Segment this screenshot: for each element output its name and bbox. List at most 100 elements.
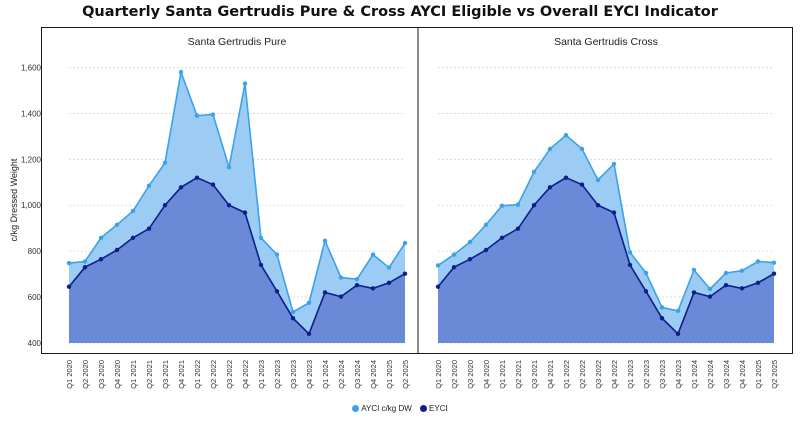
- ayci-point: [290, 309, 296, 315]
- x-tick-label: Q2 2021: [514, 360, 523, 389]
- x-tick-label: Q1 2022: [193, 360, 202, 389]
- x-tick-label: Q2 2024: [337, 360, 346, 389]
- y-tick-label: 800: [28, 247, 42, 256]
- x-tick-label: Q1 2022: [562, 360, 571, 389]
- eyci-point: [707, 294, 713, 299]
- eyci-point: [194, 175, 200, 180]
- ayci-point: [162, 160, 168, 165]
- ayci-point: [435, 263, 441, 268]
- y-tick-label: 1,600: [21, 63, 42, 72]
- eyci-point: [210, 182, 216, 187]
- ayci-point: [611, 161, 617, 167]
- legend-eyci-marker: [420, 405, 428, 412]
- legend-ayci-marker: [352, 405, 360, 412]
- eyci-point: [659, 316, 665, 321]
- ayci-point: [226, 165, 232, 170]
- ayci-point: [370, 252, 376, 257]
- y-tick-label: 400: [28, 339, 42, 348]
- ayci-point: [274, 252, 280, 257]
- eyci-point: [595, 203, 601, 208]
- eyci-line: [68, 176, 406, 336]
- x-tick-label: Q3 2020: [97, 360, 106, 389]
- x-tick-label: Q4 2022: [241, 360, 250, 389]
- ayci-point: [178, 69, 184, 75]
- eyci-point: [467, 256, 473, 262]
- eyci-point: [499, 235, 505, 241]
- ayci-point: [723, 270, 729, 276]
- y-tick-label: 1,200: [21, 155, 42, 164]
- eyci-point: [563, 175, 569, 180]
- eyci-point: [258, 262, 264, 268]
- ayci-point: [643, 270, 649, 276]
- chart-frame: [41, 27, 793, 354]
- ayci-point: [194, 113, 200, 118]
- x-tick-label: Q1 2020: [434, 360, 443, 389]
- eyci-point: [114, 247, 120, 253]
- ayci-point: [755, 259, 761, 264]
- x-tick-label: Q4 2024: [738, 360, 747, 389]
- panel-cross: Santa Gertrudis Cross Q1 2020 Q2 2020 Q3 20…: [434, 36, 779, 389]
- x-tick-label: Q1 2025: [754, 360, 763, 389]
- ayci-point: [114, 222, 120, 227]
- x-tick-label: Q1 2023: [257, 360, 266, 389]
- ayci-point: [595, 177, 601, 183]
- y-tick-label: 1,000: [21, 201, 42, 210]
- eyci-point: [130, 235, 136, 241]
- ayci-line: [68, 69, 406, 314]
- eyci-point: [290, 316, 296, 321]
- x-tick-label: Q3 2024: [353, 360, 362, 389]
- ayci-point: [354, 276, 360, 282]
- x-tick-label: Q4 2020: [113, 360, 122, 389]
- ayci-point: [210, 112, 216, 117]
- x-tick-label: Q2 2020: [450, 360, 459, 389]
- eyci-area: [69, 177, 405, 343]
- x-tick-label: Q3 2020: [466, 360, 475, 389]
- x-tick-label: Q2 2021: [145, 360, 154, 389]
- x-tick-label: Q3 2021: [530, 360, 539, 389]
- x-tick-label: Q4 2021: [546, 360, 555, 389]
- eyci-point: [643, 289, 649, 294]
- legend-item-ayci[interactable]: AYCI c/kg DW: [352, 404, 412, 413]
- eyci-point: [82, 265, 88, 270]
- eyci-point: [691, 290, 697, 295]
- ayci-point: [499, 203, 505, 208]
- x-tick-label: Q3 2022: [225, 360, 234, 389]
- x-tick-label: Q2 2023: [273, 360, 282, 389]
- ayci-point: [627, 250, 633, 255]
- ayci-point: [130, 208, 136, 214]
- ayci-point: [563, 133, 569, 138]
- x-tick-label: Q3 2023: [289, 360, 298, 389]
- ayci-point: [451, 252, 457, 257]
- eyci-line: [437, 176, 775, 336]
- x-tick-label: Q2 2022: [578, 360, 587, 389]
- eyci-point: [226, 203, 232, 208]
- ayci-point: [675, 308, 681, 314]
- legend: AYCI c/kg DW EYCI: [0, 404, 800, 413]
- x-tick-label: Q1 2020: [65, 360, 74, 389]
- ayci-point: [467, 239, 473, 245]
- eyci-point: [579, 182, 585, 187]
- x-tick-label: Q4 2024: [369, 360, 378, 389]
- eyci-point: [386, 280, 392, 286]
- eyci-point: [723, 282, 729, 288]
- ayci-point: [659, 305, 665, 310]
- eyci-point: [675, 331, 681, 337]
- ayci-point: [579, 146, 585, 152]
- ayci-point: [386, 265, 392, 270]
- eyci-point: [515, 226, 521, 231]
- ayci-point: [306, 300, 312, 306]
- x-tick-label: Q2 2022: [209, 360, 218, 389]
- eyci-point: [611, 210, 617, 215]
- eyci-point: [162, 203, 168, 208]
- ayci-point: [338, 275, 344, 280]
- x-tick-label: Q1 2024: [321, 360, 330, 389]
- ayci-point: [515, 202, 521, 207]
- ayci-line: [437, 134, 775, 312]
- x-tick-label: Q1 2024: [690, 360, 699, 389]
- eyci-point: [306, 331, 312, 337]
- ayci-point: [547, 146, 553, 152]
- legend-item-eyci[interactable]: EYCI: [420, 404, 448, 413]
- eyci-point: [451, 265, 457, 270]
- x-tick-label: Q3 2021: [161, 360, 170, 389]
- eyci-point: [370, 286, 376, 291]
